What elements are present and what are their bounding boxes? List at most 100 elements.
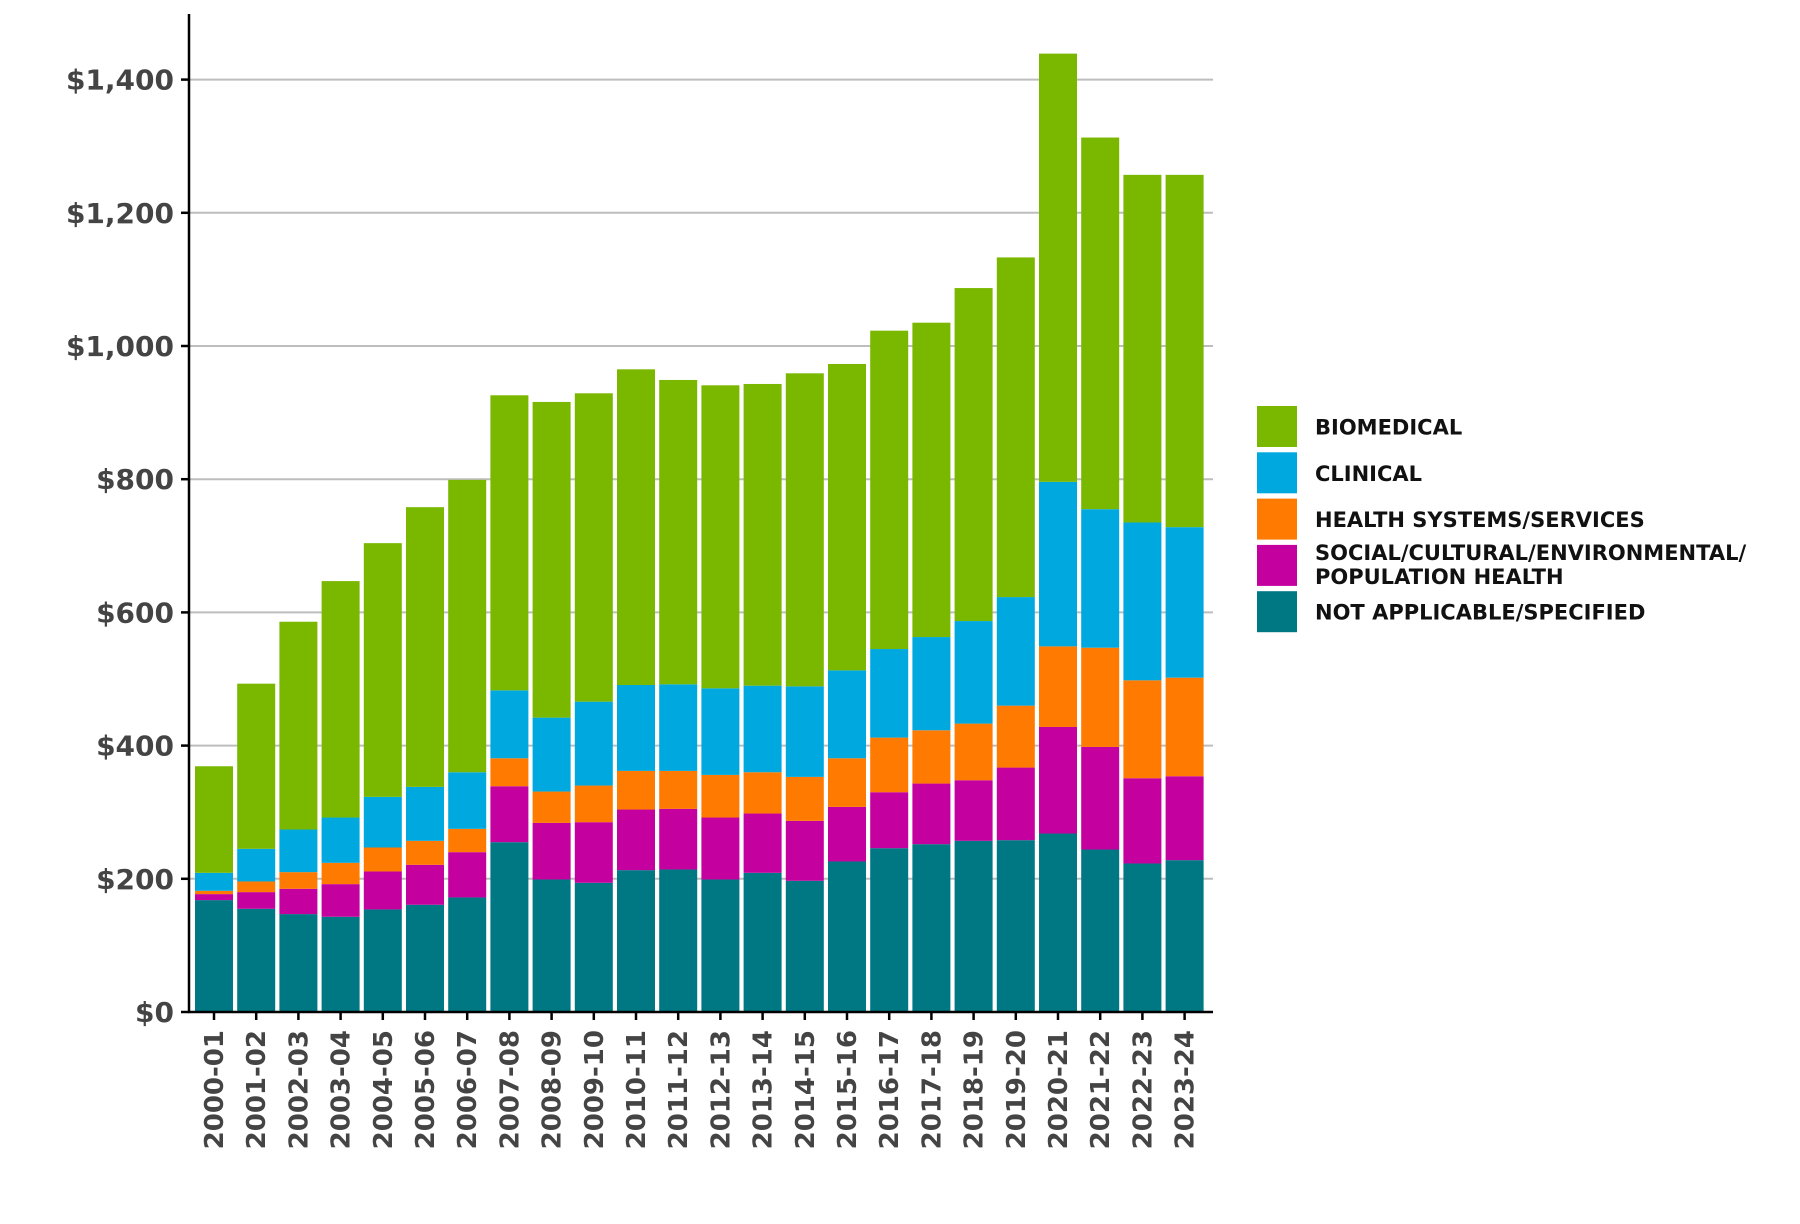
bar-segment: [195, 900, 233, 1012]
bar-segment: [1081, 647, 1120, 747]
bar-segment: [448, 852, 487, 898]
bar-segment: [1165, 677, 1204, 777]
bar-segment: [828, 758, 866, 807]
legend-label: SOCIAL/CULTURAL/ENVIRONMENTAL/: [1315, 541, 1746, 565]
bar-segment: [912, 844, 951, 1012]
bar-segment: [532, 717, 571, 792]
bar-segment: [195, 890, 233, 895]
x-tick-label: 2009-10: [580, 1030, 610, 1149]
bar-segment: [954, 723, 993, 781]
legend: BIOMEDICAL CLINICAL HEALTH SYSTEMS/SERVICE…: [1257, 406, 1746, 633]
bar-segment: [574, 701, 613, 786]
bar-segment: [363, 909, 402, 1012]
bar-segment: [532, 879, 571, 1012]
bar-segment: [1165, 860, 1204, 1012]
x-tick-label: 2001-02: [242, 1030, 272, 1149]
bar-segment: [1039, 481, 1077, 647]
bar-segment: [490, 758, 529, 787]
bar-segment: [363, 847, 402, 872]
legend-swatch: [1257, 498, 1297, 540]
x-tick-label: 2020-21: [1044, 1030, 1074, 1149]
x-tick-label: 2015-16: [833, 1030, 863, 1149]
bar-segment: [574, 785, 613, 823]
y-tick-label: $200: [96, 863, 174, 896]
bar-segment: [279, 829, 318, 873]
bar-segment: [1039, 833, 1077, 1012]
bar-segment: [321, 862, 360, 885]
bar-segment: [617, 369, 655, 685]
legend-item: CLINICAL: [1257, 452, 1422, 494]
bar-segment: [870, 649, 909, 738]
bar-segment: [617, 770, 655, 810]
bar-segment: [785, 820, 824, 881]
x-tick-label: 2005-06: [411, 1030, 441, 1149]
bar-segment: [448, 479, 487, 773]
bar-segment: [490, 395, 529, 691]
x-tick-label: 2000-01: [200, 1030, 230, 1149]
bar-segment: [1123, 174, 1162, 523]
x-tick-label: 2012-13: [706, 1030, 736, 1149]
bar-segment: [701, 385, 740, 689]
legend-item: BIOMEDICAL: [1257, 406, 1462, 447]
bar-segment: [448, 897, 487, 1012]
y-tick-label: $600: [96, 596, 174, 629]
bar-segment: [701, 879, 740, 1012]
bar-segment: [870, 792, 909, 849]
bar-segment: [701, 774, 740, 818]
bar-segment: [406, 786, 444, 841]
bar-segment: [912, 783, 951, 845]
bar-segment: [785, 373, 824, 687]
bar-segment: [743, 872, 782, 1012]
bar-segment: [828, 670, 866, 759]
bar-segment: [954, 840, 993, 1012]
bar-segment: [490, 842, 529, 1012]
bar-segment: [870, 737, 909, 793]
x-tick-label: 2018-19: [960, 1030, 990, 1149]
bar-segment: [574, 393, 613, 702]
x-tick-label: 2007-08: [495, 1030, 525, 1149]
bar-segment: [743, 772, 782, 814]
bar-segment: [1123, 863, 1162, 1012]
bar-segment: [195, 894, 233, 901]
x-tick-label: 2010-11: [622, 1030, 652, 1149]
axes: [187, 14, 1213, 1014]
bar-segment: [279, 872, 318, 889]
bar-segment: [279, 914, 318, 1012]
bar-segment: [1081, 509, 1120, 648]
bar-segment: [532, 822, 571, 880]
bar-segment: [490, 786, 529, 843]
bar-segment: [1123, 778, 1162, 864]
bar-segment: [996, 257, 1035, 598]
bar-segment: [996, 705, 1035, 768]
x-tick-label: 2017-18: [917, 1030, 947, 1149]
bar-segment: [701, 688, 740, 775]
bar-segment: [363, 796, 402, 848]
bar-segment: [321, 817, 360, 863]
bar-segment: [1039, 646, 1077, 727]
y-tick-label: $1,200: [66, 197, 174, 230]
bar-segment: [532, 401, 571, 718]
legend-swatch: [1257, 591, 1297, 633]
bar-segment: [701, 817, 740, 880]
legend-label: NOT APPLICABLE/SPECIFIED: [1315, 601, 1645, 625]
bar-segment: [406, 864, 444, 905]
bar-segment: [574, 882, 613, 1012]
x-tick-label: 2022-23: [1128, 1030, 1158, 1149]
bar-segment: [659, 770, 698, 809]
gridlines: [189, 78, 1213, 880]
bar-segment: [363, 871, 402, 910]
bar-segment: [659, 684, 698, 771]
x-tick-label: 2011-12: [664, 1030, 694, 1149]
y-axis-ticks: $0 $200 $400 $600 $800 $1,000 $1,200 $1,400: [66, 64, 189, 1029]
bar-segment: [828, 363, 866, 671]
legend-label: POPULATION HEALTH: [1315, 565, 1564, 589]
bar-segment: [574, 822, 613, 883]
bar-segment: [448, 828, 487, 853]
bar-segment: [1039, 53, 1077, 482]
bar-segment: [912, 730, 951, 784]
bar-segment: [406, 840, 444, 865]
bar-segment: [1165, 776, 1204, 861]
legend-label: BIOMEDICAL: [1315, 416, 1462, 440]
bar-segment: [321, 884, 360, 917]
